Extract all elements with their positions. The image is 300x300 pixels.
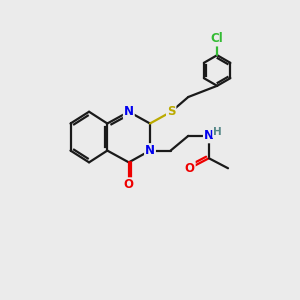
Text: N: N [124,105,134,118]
Text: O: O [124,178,134,191]
Text: O: O [185,162,195,175]
Text: Cl: Cl [211,32,224,46]
Text: S: S [167,105,176,118]
Text: H: H [213,127,221,137]
Text: N: N [145,144,155,157]
Text: N: N [204,129,214,142]
